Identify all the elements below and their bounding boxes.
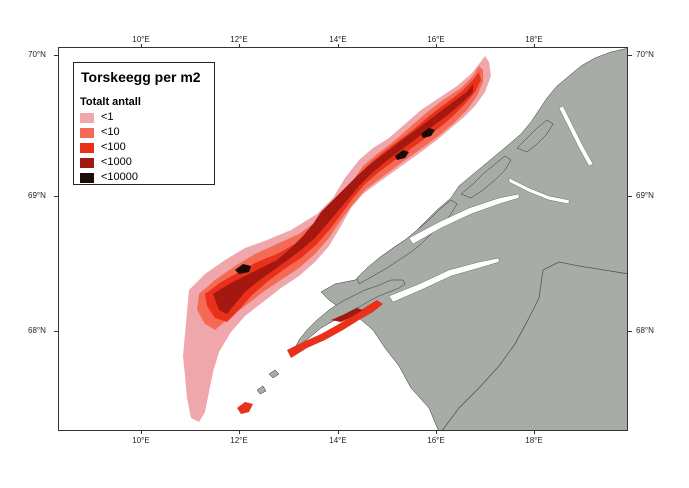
egg-layer-lt10000-c: [421, 128, 435, 138]
tick-mark: [436, 44, 437, 48]
egg-layer-lt10000-a: [235, 264, 251, 274]
tick-mark: [239, 44, 240, 48]
y-tick-label-left: 69°N: [28, 191, 46, 200]
egg-layer-coastal-strip-dark: [331, 308, 363, 322]
malangen-fjord: [508, 177, 570, 205]
legend-swatch: [80, 113, 94, 123]
tick-mark: [436, 430, 437, 434]
x-tick-label-bottom: 18°E: [525, 436, 543, 445]
lyngen-fjord: [558, 105, 594, 167]
y-tick-label-left: 70°N: [28, 50, 46, 59]
ofotfjord: [388, 257, 500, 303]
map-canvas: [183, 48, 627, 430]
x-tick-label-top: 10°E: [132, 35, 150, 44]
x-tick-label-top: 18°E: [525, 35, 543, 44]
traena-island: [256, 385, 267, 395]
legend-swatch: [80, 128, 94, 138]
y-tick-label-left: 68°N: [28, 326, 46, 335]
tick-mark: [54, 55, 58, 56]
x-tick-label-top: 12°E: [230, 35, 248, 44]
y-tick-label-right: 68°N: [636, 326, 654, 335]
tick-mark: [338, 430, 339, 434]
x-tick-label-top: 14°E: [329, 35, 347, 44]
tick-mark: [534, 430, 535, 434]
legend-swatch: [80, 173, 94, 183]
legend-swatch: [80, 143, 94, 153]
egg-layer-lt1000: [213, 84, 473, 314]
vesteralen-islands: [356, 199, 458, 285]
tick-mark: [54, 331, 58, 332]
x-tick-label-bottom: 12°E: [230, 436, 248, 445]
legend-subtitle: Totalt antall: [80, 96, 141, 108]
egg-layer-southern-patch: [237, 402, 253, 414]
vega-island: [268, 369, 280, 379]
x-tick-label-top: 16°E: [427, 35, 445, 44]
map-legend: Torskeegg per m2 Totalt antall <1 <10 <100…: [73, 62, 215, 185]
legend-label: <1: [101, 111, 114, 123]
egg-layer-coastal-strip: [287, 300, 383, 358]
x-tick-label-bottom: 16°E: [427, 436, 445, 445]
legend-label: <100: [101, 141, 126, 153]
tick-mark: [534, 44, 535, 48]
map-frame: [58, 47, 628, 431]
tick-mark: [141, 44, 142, 48]
legend-label: <10000: [101, 171, 139, 183]
national-border: [442, 261, 627, 430]
tick-mark: [628, 196, 632, 197]
legend-label: <1000: [101, 156, 132, 168]
vestfjord: [408, 193, 520, 245]
egg-layer-lt10000-b: [395, 150, 409, 160]
tick-mark: [628, 331, 632, 332]
kvaloya-island: [516, 119, 554, 153]
tick-mark: [239, 430, 240, 434]
y-tick-label-right: 70°N: [636, 50, 654, 59]
x-tick-label-bottom: 14°E: [329, 436, 347, 445]
legend-label: <10: [101, 126, 120, 138]
senja-island: [460, 155, 512, 199]
tick-mark: [628, 55, 632, 56]
tick-mark: [141, 430, 142, 434]
tick-mark: [54, 196, 58, 197]
tick-mark: [338, 44, 339, 48]
legend-swatch: [80, 158, 94, 168]
x-tick-label-bottom: 10°E: [132, 436, 150, 445]
map-title: Torskeegg per m2: [81, 69, 201, 85]
y-tick-label-right: 69°N: [636, 191, 654, 200]
